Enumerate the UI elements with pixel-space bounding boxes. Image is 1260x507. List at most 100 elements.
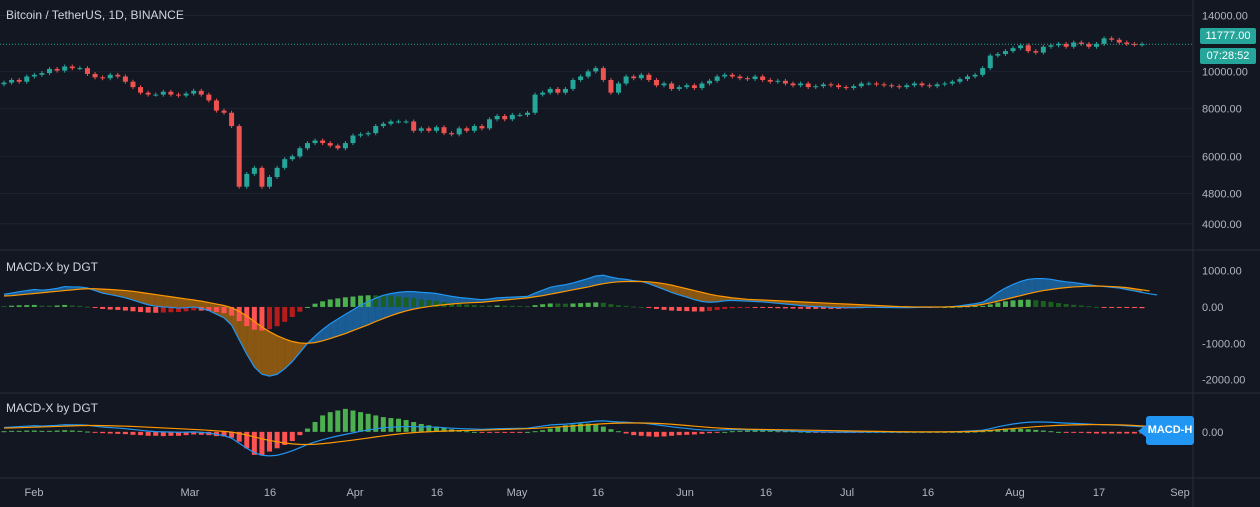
candle [31, 74, 37, 77]
macd-histogram-bar [494, 305, 500, 307]
macd-h-bar [418, 423, 424, 432]
x-tick-label: Apr [346, 487, 363, 499]
candle [426, 128, 432, 131]
macd-histogram-bar [304, 306, 310, 308]
macd-h-bar [153, 431, 159, 436]
macd-h-bar [130, 431, 136, 435]
macd-histogram-bar [547, 303, 553, 307]
macd-histogram-bar [130, 306, 136, 312]
macd-histogram-bar [995, 302, 1001, 307]
candle [320, 140, 326, 144]
macd-histogram-bar [282, 306, 288, 322]
macd-cloud [588, 276, 596, 287]
macd-cloud [997, 288, 1006, 302]
candle [77, 68, 83, 70]
candle [122, 76, 128, 82]
macd-h-bar [327, 412, 333, 432]
candle [593, 68, 599, 72]
candle [813, 86, 819, 88]
candle [433, 127, 439, 131]
candle [403, 121, 409, 123]
macd-histogram-bar [206, 306, 212, 311]
macd-histogram-bar [487, 305, 493, 307]
macd-cloud [261, 326, 270, 377]
macd-h-bar [365, 413, 371, 432]
macd-h-bar [752, 430, 758, 432]
macd-h-bar [737, 430, 743, 432]
candle [851, 86, 857, 89]
macd-h-bar [1056, 431, 1062, 433]
macd-cloud [277, 335, 285, 375]
macd-histogram-bar [1010, 300, 1016, 307]
candle [949, 81, 955, 84]
x-tick-label: Jul [840, 487, 854, 499]
macd-histogram-bar [100, 306, 106, 309]
candle [540, 92, 546, 95]
candle [358, 134, 364, 136]
macd-histogram-bar [69, 305, 75, 307]
macd-cloud [132, 291, 141, 303]
macd-histogram-bar [646, 306, 652, 308]
candle [934, 84, 940, 87]
candle [858, 83, 864, 87]
candle [418, 128, 424, 131]
macd-h-bar [1063, 431, 1069, 433]
macd-histogram-bar [274, 306, 280, 327]
candle [441, 127, 447, 134]
candle [221, 110, 227, 113]
candle [54, 68, 60, 71]
macd-histogram-bar [77, 305, 83, 307]
price-tick-label: 4800.00 [1202, 188, 1242, 200]
macd-histogram-bar [509, 305, 515, 307]
candle [327, 143, 333, 146]
macd-h-bar [312, 421, 318, 432]
candle [289, 156, 295, 160]
macd-cloud [254, 321, 262, 375]
macd-cloud [315, 329, 323, 343]
macd-histogram-bar [16, 305, 22, 307]
macd-histogram-bar [373, 295, 379, 307]
macd-h-bar [653, 431, 659, 437]
candle [608, 79, 614, 93]
candle [282, 159, 288, 168]
candle [1109, 38, 1115, 40]
macd-cloud [1043, 278, 1051, 291]
macd-histogram-bar [669, 306, 675, 311]
candle [820, 84, 826, 87]
macd-cloud [550, 285, 558, 295]
candle [107, 74, 113, 79]
macd-h-bar [244, 431, 250, 449]
macd-cloud [823, 302, 831, 308]
macd-h-bar [782, 431, 788, 433]
macd-histogram-bar [1056, 303, 1062, 307]
macd-histogram-bar [191, 306, 197, 311]
candle [1101, 38, 1107, 44]
candle [183, 93, 189, 96]
macd-h-bar [380, 417, 386, 432]
macd-histogram-bar [638, 306, 644, 308]
macd-histogram-bar [297, 306, 303, 312]
candle [16, 79, 22, 82]
macd-histogram-bar [183, 306, 189, 312]
signal-line [3, 280, 1150, 344]
macd-h-bar [487, 431, 493, 433]
candle [388, 121, 394, 124]
macd-cloud [808, 302, 816, 307]
macd-cloud [1005, 284, 1014, 300]
candle [471, 126, 477, 131]
candle [464, 128, 470, 131]
macd-h-bar [676, 431, 682, 436]
x-tick-label: Feb [25, 487, 44, 499]
candle [972, 74, 978, 77]
macd-histogram-bar [403, 297, 409, 307]
macd-h-bar [1131, 431, 1137, 434]
macd-histogram-bar [532, 305, 538, 307]
price-tick-label: 8000.00 [1202, 104, 1242, 116]
candle [760, 76, 766, 80]
macd-cloud [140, 292, 149, 305]
macd-h-bar [115, 431, 121, 434]
candle [722, 74, 728, 77]
macd-h-bar [1048, 431, 1054, 433]
